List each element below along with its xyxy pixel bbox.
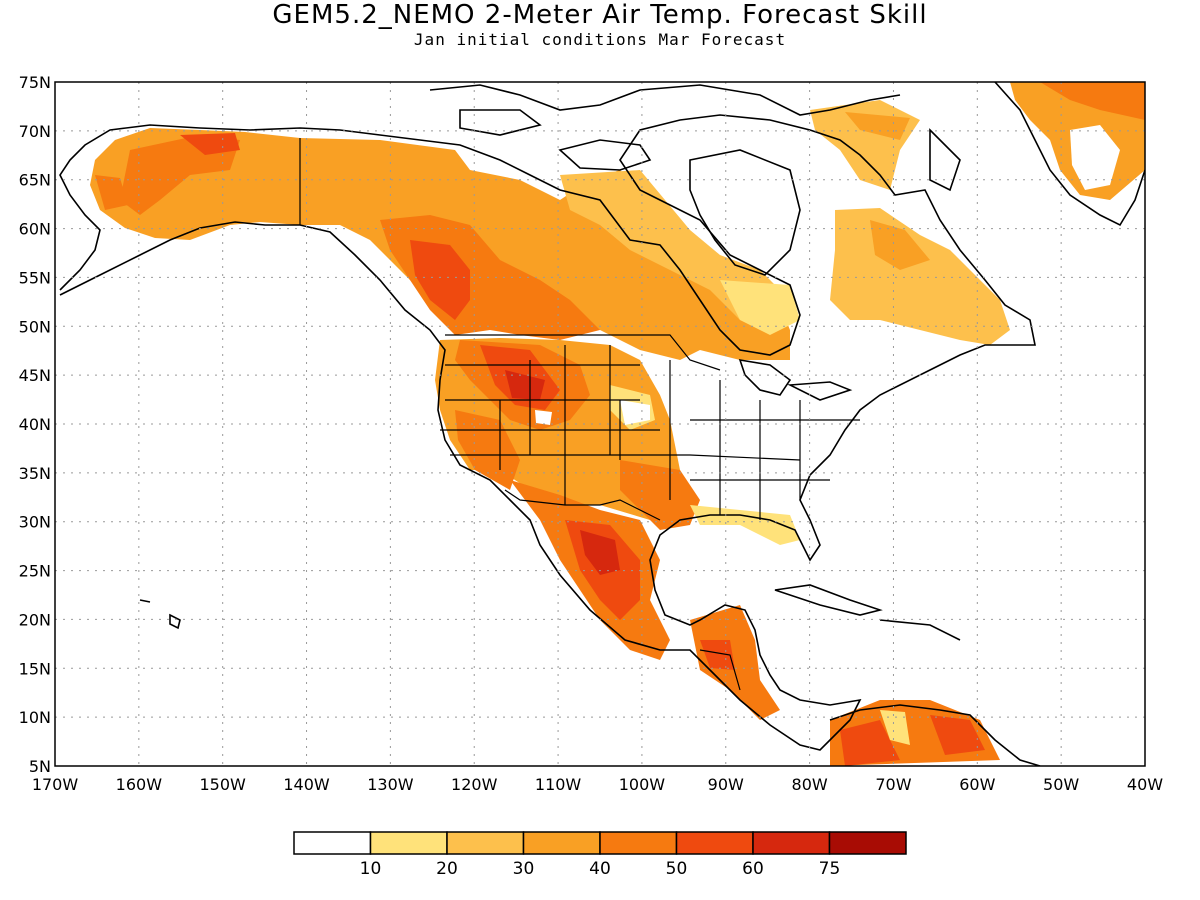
political-borders xyxy=(299,138,860,691)
lon-tick-label: 80W xyxy=(792,775,828,794)
lat-tick-label: 55N xyxy=(19,268,51,287)
lon-tick-label: 150W xyxy=(200,775,247,794)
colorbar-swatch xyxy=(599,831,678,855)
colorbar-swatch xyxy=(828,831,907,855)
lat-tick-label: 75N xyxy=(19,73,51,92)
map-subtitle: Jan initial conditions Mar Forecast xyxy=(413,30,787,49)
lat-tick-label: 15N xyxy=(19,659,51,678)
colorbar-swatch xyxy=(293,831,372,855)
longitude-labels: 170W 160W 150W 140W 130W 120W 110W 100W 90W 80W 70… xyxy=(32,775,1163,794)
latitude-labels: 75N 70N 65N 60N 55N 50N 45N 40N 35N 30N 25N 20N 15N 1… xyxy=(19,73,51,776)
colorbar-label: 50 xyxy=(666,859,688,879)
colorbar-label: 40 xyxy=(589,859,611,879)
lat-tick-label: 5N xyxy=(29,757,51,776)
map-title: GEM5.2_NEMO 2-Meter Air Temp. Forecast S… xyxy=(272,0,928,30)
lat-tick-label: 45N xyxy=(19,366,51,385)
colorbar-swatch xyxy=(369,831,448,855)
lat-tick-label: 40N xyxy=(19,415,51,434)
map-frame xyxy=(54,81,1146,767)
colorbar-swatch xyxy=(446,831,525,855)
lon-tick-label: 140W xyxy=(283,775,330,794)
skill-shading xyxy=(90,82,1145,766)
lat-tick-label: 10N xyxy=(19,708,51,727)
lat-tick-label: 65N xyxy=(19,171,51,190)
colorbar-label: 20 xyxy=(436,859,458,879)
colorbar-swatch xyxy=(522,831,601,855)
colorbar-swatch xyxy=(752,831,831,855)
lon-tick-label: 60W xyxy=(959,775,995,794)
lat-tick-label: 20N xyxy=(19,610,51,629)
lat-tick-label: 70N xyxy=(19,122,51,141)
lon-tick-label: 100W xyxy=(619,775,666,794)
lon-tick-label: 50W xyxy=(1043,775,1079,794)
colorbar-label: 60 xyxy=(742,859,764,879)
lon-tick-label: 130W xyxy=(367,775,414,794)
colorbar-swatch xyxy=(675,831,754,855)
lon-tick-label: 70W xyxy=(875,775,911,794)
lat-tick-label: 35N xyxy=(19,464,51,483)
lon-tick-label: 160W xyxy=(116,775,163,794)
lon-tick-label: 120W xyxy=(451,775,498,794)
skill-colorbar: 10 20 30 40 50 60 75 xyxy=(293,831,907,879)
lon-tick-label: 90W xyxy=(708,775,744,794)
lat-tick-label: 30N xyxy=(19,513,51,532)
lon-tick-label: 170W xyxy=(32,775,79,794)
colorbar-label: 75 xyxy=(819,859,841,879)
colorbar-label: 30 xyxy=(513,859,535,879)
lat-tick-label: 25N xyxy=(19,562,51,581)
lon-tick-label: 110W xyxy=(535,775,582,794)
lon-tick-label: 40W xyxy=(1127,775,1163,794)
colorbar-label: 10 xyxy=(360,859,382,879)
lat-tick-label: 60N xyxy=(19,220,51,239)
graticule xyxy=(55,82,1145,766)
lat-tick-label: 50N xyxy=(19,317,51,336)
